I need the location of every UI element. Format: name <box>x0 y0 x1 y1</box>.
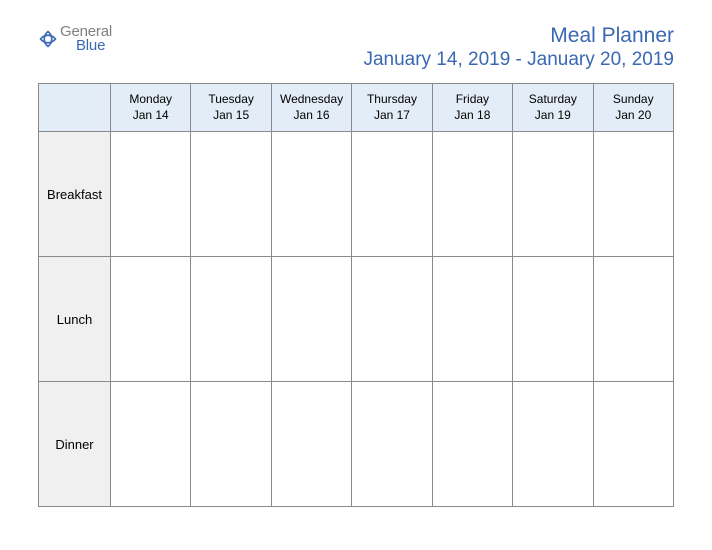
logo-text-blue: Blue <box>76 38 112 54</box>
dow-label: Saturday <box>515 92 590 108</box>
cell-lunch-sun[interactable] <box>593 257 673 382</box>
cell-breakfast-wed[interactable] <box>271 132 351 257</box>
cell-lunch-tue[interactable] <box>191 257 271 382</box>
dow-label: Thursday <box>354 92 429 108</box>
day-header-sunday: Sunday Jan 20 <box>593 84 673 132</box>
day-header-wednesday: Wednesday Jan 16 <box>271 84 351 132</box>
header-row: Monday Jan 14 Tuesday Jan 15 Wednesday J… <box>39 84 674 132</box>
meal-planner-table: Monday Jan 14 Tuesday Jan 15 Wednesday J… <box>38 83 674 507</box>
cell-lunch-sat[interactable] <box>513 257 593 382</box>
date-label: Jan 15 <box>193 108 268 124</box>
page-title: Meal Planner <box>363 24 674 48</box>
day-header-friday: Friday Jan 18 <box>432 84 512 132</box>
logo-text: General Blue <box>60 24 112 54</box>
logo: General Blue <box>38 24 112 54</box>
cell-lunch-wed[interactable] <box>271 257 351 382</box>
meal-label-lunch: Lunch <box>39 257 111 382</box>
date-range: January 14, 2019 - January 20, 2019 <box>363 49 674 71</box>
logo-swirl-icon <box>38 29 58 49</box>
title-block: Meal Planner January 14, 2019 - January … <box>363 24 674 71</box>
meal-row-lunch: Lunch <box>39 257 674 382</box>
dow-label: Wednesday <box>274 92 349 108</box>
date-label: Jan 20 <box>596 108 671 124</box>
meal-row-breakfast: Breakfast <box>39 132 674 257</box>
cell-breakfast-thu[interactable] <box>352 132 432 257</box>
meal-planner-page: General Blue Meal Planner January 14, 20… <box>0 0 712 527</box>
day-header-tuesday: Tuesday Jan 15 <box>191 84 271 132</box>
date-label: Jan 14 <box>113 108 188 124</box>
cell-dinner-fri[interactable] <box>432 382 512 507</box>
corner-cell <box>39 84 111 132</box>
meal-row-dinner: Dinner <box>39 382 674 507</box>
cell-breakfast-sat[interactable] <box>513 132 593 257</box>
day-header-thursday: Thursday Jan 17 <box>352 84 432 132</box>
cell-breakfast-mon[interactable] <box>111 132 191 257</box>
cell-dinner-sat[interactable] <box>513 382 593 507</box>
cell-dinner-mon[interactable] <box>111 382 191 507</box>
cell-dinner-wed[interactable] <box>271 382 351 507</box>
cell-breakfast-tue[interactable] <box>191 132 271 257</box>
dow-label: Monday <box>113 92 188 108</box>
day-header-saturday: Saturday Jan 19 <box>513 84 593 132</box>
cell-dinner-thu[interactable] <box>352 382 432 507</box>
date-label: Jan 18 <box>435 108 510 124</box>
day-header-monday: Monday Jan 14 <box>111 84 191 132</box>
cell-dinner-tue[interactable] <box>191 382 271 507</box>
header-row: General Blue Meal Planner January 14, 20… <box>38 24 674 71</box>
meal-label-breakfast: Breakfast <box>39 132 111 257</box>
meal-label-dinner: Dinner <box>39 382 111 507</box>
cell-lunch-mon[interactable] <box>111 257 191 382</box>
dow-label: Friday <box>435 92 510 108</box>
date-label: Jan 19 <box>515 108 590 124</box>
cell-dinner-sun[interactable] <box>593 382 673 507</box>
dow-label: Tuesday <box>193 92 268 108</box>
date-label: Jan 17 <box>354 108 429 124</box>
cell-lunch-thu[interactable] <box>352 257 432 382</box>
cell-breakfast-sun[interactable] <box>593 132 673 257</box>
cell-breakfast-fri[interactable] <box>432 132 512 257</box>
dow-label: Sunday <box>596 92 671 108</box>
cell-lunch-fri[interactable] <box>432 257 512 382</box>
date-label: Jan 16 <box>274 108 349 124</box>
